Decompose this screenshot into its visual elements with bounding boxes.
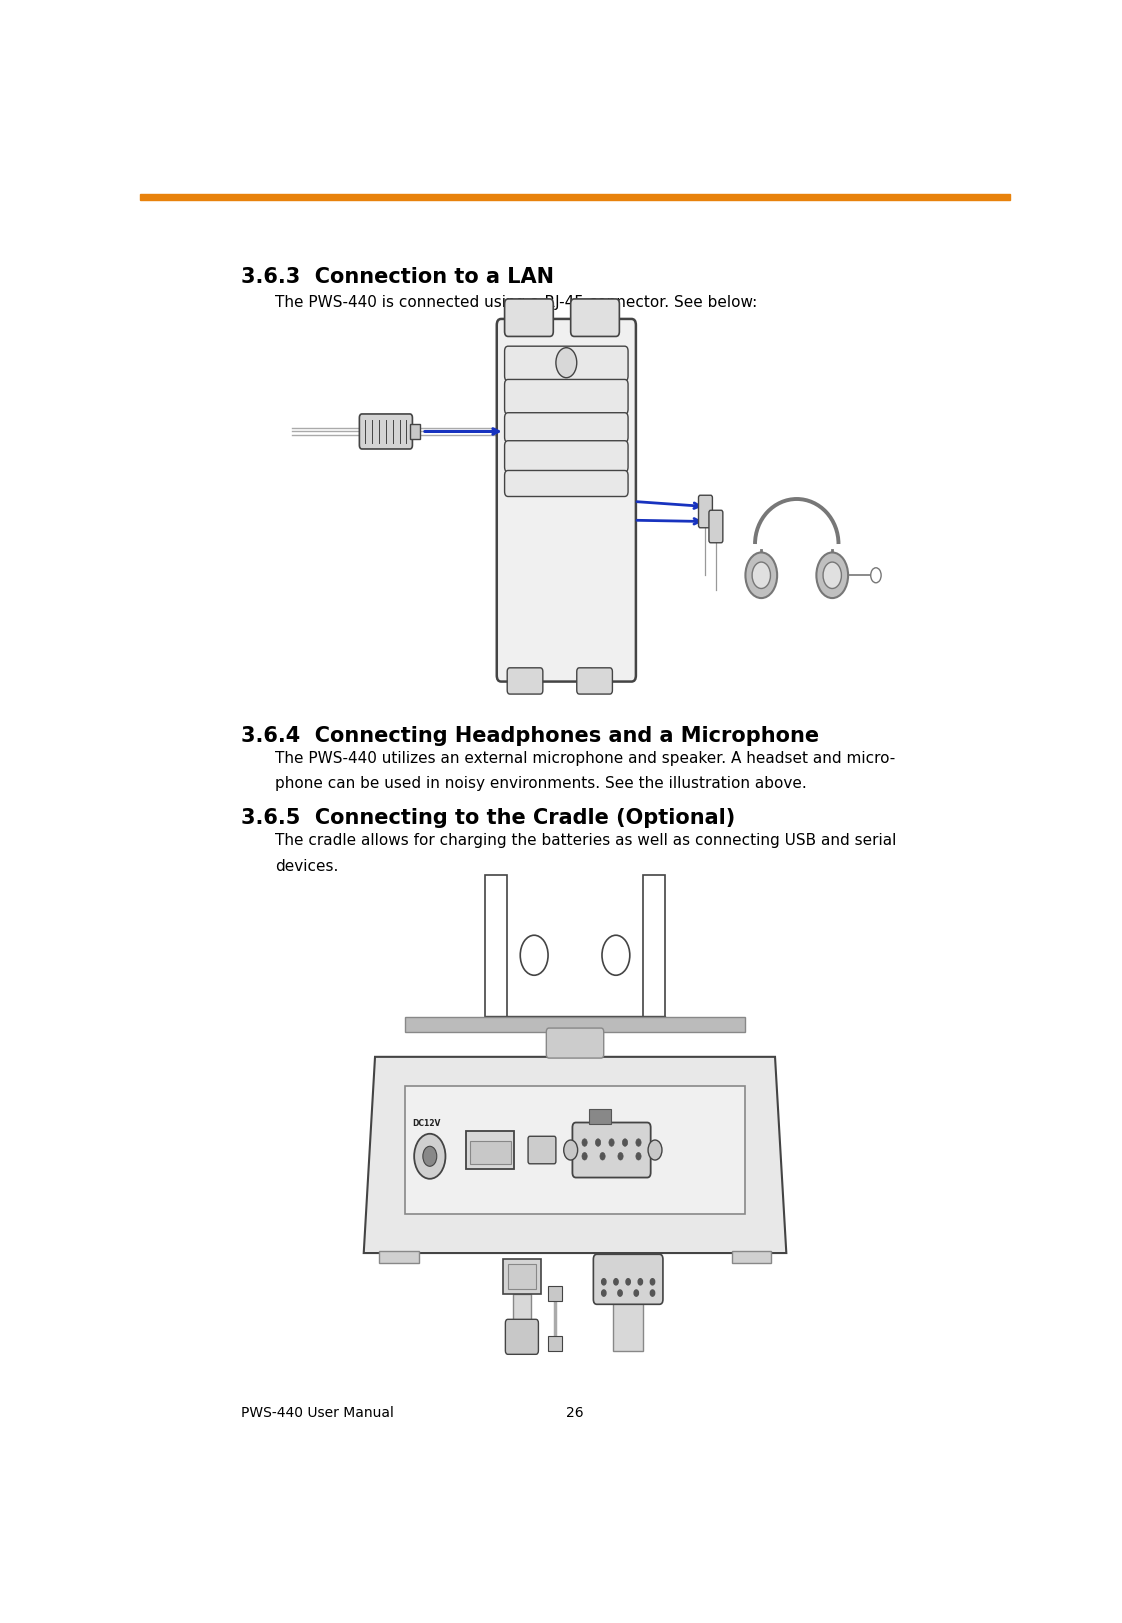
FancyBboxPatch shape	[505, 300, 553, 338]
Circle shape	[601, 1290, 606, 1297]
Text: devices.: devices.	[275, 859, 339, 873]
FancyBboxPatch shape	[572, 1123, 651, 1178]
Circle shape	[623, 1139, 627, 1146]
Bar	[470, 1141, 511, 1164]
FancyBboxPatch shape	[505, 380, 628, 415]
Bar	[410, 425, 421, 440]
Bar	[732, 1251, 771, 1263]
Circle shape	[634, 1290, 638, 1297]
Circle shape	[618, 1290, 623, 1297]
Bar	[513, 1295, 531, 1326]
Bar	[613, 1300, 643, 1350]
FancyBboxPatch shape	[699, 497, 712, 529]
FancyBboxPatch shape	[594, 1255, 663, 1305]
Circle shape	[824, 563, 842, 589]
FancyBboxPatch shape	[505, 471, 628, 497]
FancyBboxPatch shape	[507, 669, 543, 695]
FancyBboxPatch shape	[505, 1319, 539, 1355]
Bar	[405, 1086, 745, 1214]
Text: 3.6.4  Connecting Headphones and a Microphone: 3.6.4 Connecting Headphones and a Microp…	[241, 725, 819, 747]
FancyBboxPatch shape	[571, 300, 619, 338]
Circle shape	[563, 1141, 578, 1160]
FancyBboxPatch shape	[497, 320, 636, 682]
Circle shape	[596, 1139, 600, 1146]
Bar	[643, 876, 665, 1021]
Bar	[508, 1264, 536, 1290]
FancyBboxPatch shape	[709, 511, 723, 544]
Bar	[140, 195, 1010, 201]
Text: The PWS-440 is connected using a RJ-45 connector. See below:: The PWS-440 is connected using a RJ-45 c…	[275, 295, 757, 310]
Circle shape	[745, 553, 778, 599]
Circle shape	[636, 1139, 641, 1146]
Bar	[467, 1131, 514, 1169]
Circle shape	[614, 1279, 618, 1285]
Bar	[405, 1018, 745, 1032]
Text: The cradle allows for charging the batteries as well as connecting USB and seria: The cradle allows for charging the batte…	[275, 833, 896, 847]
Bar	[503, 1259, 541, 1295]
Circle shape	[626, 1279, 631, 1285]
Circle shape	[618, 1152, 623, 1160]
Circle shape	[651, 1279, 654, 1285]
Bar	[485, 1016, 665, 1021]
Circle shape	[636, 1152, 641, 1160]
Text: 3.6.5  Connecting to the Cradle (Optional): 3.6.5 Connecting to the Cradle (Optional…	[241, 807, 735, 828]
Circle shape	[752, 563, 771, 589]
Circle shape	[521, 935, 548, 975]
Circle shape	[871, 568, 881, 583]
Circle shape	[817, 553, 848, 599]
Text: 26: 26	[567, 1406, 583, 1420]
Circle shape	[603, 935, 629, 975]
Text: 3.6.3  Connection to a LAN: 3.6.3 Connection to a LAN	[241, 268, 554, 287]
Text: DC12V: DC12V	[413, 1118, 441, 1128]
Circle shape	[651, 1290, 654, 1297]
Circle shape	[609, 1139, 614, 1146]
Text: phone can be used in noisy environments. See the illustration above.: phone can be used in noisy environments.…	[275, 776, 807, 790]
Circle shape	[555, 349, 577, 378]
FancyBboxPatch shape	[546, 1029, 604, 1058]
Text: The PWS-440 utilizes an external microphone and speaker. A headset and micro-: The PWS-440 utilizes an external microph…	[275, 751, 895, 766]
Circle shape	[423, 1146, 436, 1167]
Bar	[589, 1109, 610, 1125]
FancyBboxPatch shape	[359, 415, 413, 450]
FancyBboxPatch shape	[505, 414, 628, 443]
Bar	[485, 876, 507, 1021]
Bar	[548, 1336, 562, 1350]
Text: PWS-440 User Manual: PWS-440 User Manual	[241, 1406, 394, 1420]
FancyBboxPatch shape	[577, 669, 613, 695]
FancyBboxPatch shape	[505, 347, 628, 381]
Circle shape	[600, 1152, 605, 1160]
Circle shape	[601, 1279, 606, 1285]
FancyBboxPatch shape	[528, 1136, 555, 1164]
Bar	[379, 1251, 419, 1263]
Circle shape	[582, 1152, 587, 1160]
Circle shape	[582, 1139, 587, 1146]
Bar	[548, 1285, 562, 1300]
Polygon shape	[364, 1057, 787, 1253]
FancyBboxPatch shape	[505, 441, 628, 472]
Circle shape	[638, 1279, 643, 1285]
Circle shape	[649, 1141, 662, 1160]
Circle shape	[414, 1134, 445, 1178]
